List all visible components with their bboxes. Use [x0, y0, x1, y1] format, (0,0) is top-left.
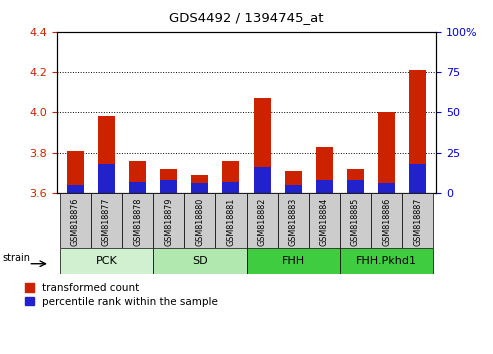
Bar	[215, 193, 246, 248]
Bar	[129, 182, 146, 193]
Bar	[371, 193, 402, 248]
Bar	[316, 180, 333, 193]
Text: GSM818880: GSM818880	[195, 197, 204, 246]
Bar	[378, 113, 395, 193]
Text: GSM818876: GSM818876	[71, 197, 80, 246]
Text: GSM818882: GSM818882	[257, 197, 267, 246]
Bar	[253, 167, 271, 193]
Text: strain: strain	[3, 253, 31, 263]
Bar	[409, 70, 426, 193]
Bar	[409, 164, 426, 193]
Bar	[284, 171, 302, 193]
Text: GSM818878: GSM818878	[133, 197, 142, 246]
Bar	[340, 248, 433, 274]
Bar	[347, 180, 364, 193]
Bar	[191, 175, 209, 193]
Bar	[309, 193, 340, 248]
Text: GSM818884: GSM818884	[320, 197, 329, 246]
Bar	[98, 164, 115, 193]
Bar	[278, 193, 309, 248]
Bar	[60, 193, 91, 248]
Bar	[316, 147, 333, 193]
Bar	[340, 193, 371, 248]
Text: FHH.Pkhd1: FHH.Pkhd1	[356, 256, 417, 266]
Bar	[153, 248, 246, 274]
Text: FHH: FHH	[282, 256, 305, 266]
Bar	[253, 98, 271, 193]
Text: SD: SD	[192, 256, 208, 266]
Bar	[60, 248, 153, 274]
Bar	[191, 183, 209, 193]
Bar	[160, 169, 177, 193]
Bar	[160, 180, 177, 193]
Bar	[222, 161, 240, 193]
Bar	[222, 182, 240, 193]
Bar	[184, 193, 215, 248]
Legend: transformed count, percentile rank within the sample: transformed count, percentile rank withi…	[25, 283, 218, 307]
Bar	[91, 193, 122, 248]
Text: GDS4492 / 1394745_at: GDS4492 / 1394745_at	[169, 11, 324, 24]
Bar	[347, 169, 364, 193]
Bar	[129, 161, 146, 193]
Text: GSM818887: GSM818887	[413, 197, 422, 246]
Bar	[246, 193, 278, 248]
Bar	[246, 248, 340, 274]
Text: GSM818879: GSM818879	[164, 197, 173, 246]
Bar	[67, 185, 84, 193]
Bar	[378, 183, 395, 193]
Bar	[122, 193, 153, 248]
Bar	[67, 151, 84, 193]
Bar	[284, 185, 302, 193]
Text: PCK: PCK	[96, 256, 117, 266]
Text: GSM818881: GSM818881	[226, 197, 236, 246]
Text: GSM818885: GSM818885	[351, 197, 360, 246]
Text: GSM818877: GSM818877	[102, 197, 111, 246]
Bar	[153, 193, 184, 248]
Bar	[98, 116, 115, 193]
Text: GSM818883: GSM818883	[289, 197, 298, 246]
Text: GSM818886: GSM818886	[382, 197, 391, 246]
Bar	[402, 193, 433, 248]
